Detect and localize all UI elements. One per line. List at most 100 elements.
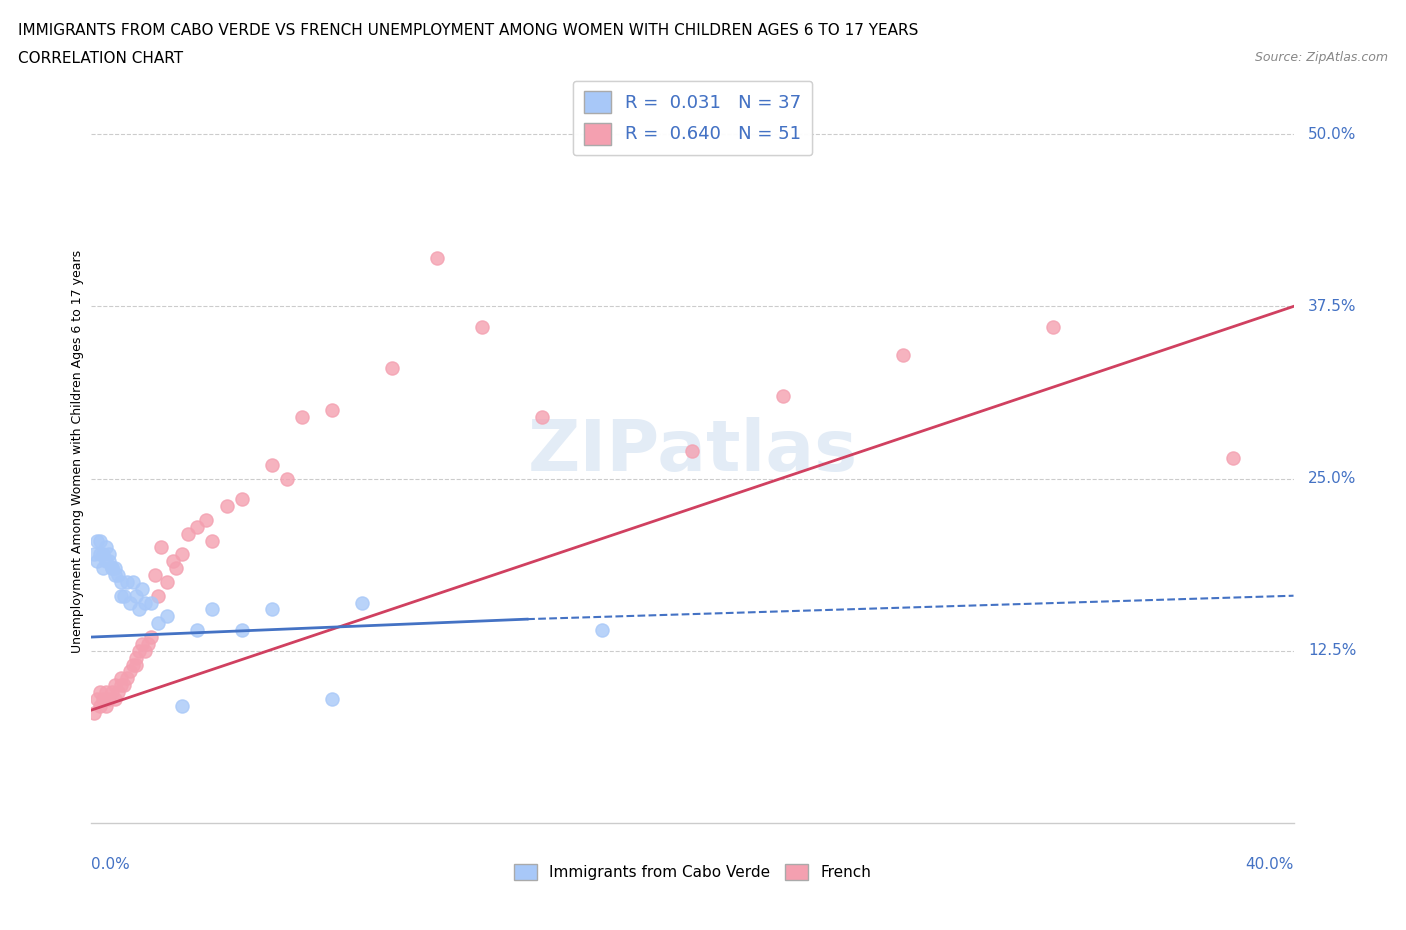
Point — [215, 498, 238, 513]
Point — [141, 595, 163, 610]
Point — [231, 623, 253, 638]
Point — [120, 664, 142, 679]
Point — [89, 533, 111, 548]
Point — [120, 595, 142, 610]
Point — [96, 540, 118, 555]
Point — [98, 554, 121, 569]
Point — [104, 561, 127, 576]
Point — [93, 547, 115, 562]
Point — [186, 519, 208, 534]
Point — [96, 684, 118, 699]
Point — [125, 589, 148, 604]
Point — [155, 575, 177, 590]
Point — [107, 684, 129, 699]
Point — [83, 547, 105, 562]
Point — [426, 251, 449, 266]
Point — [146, 589, 169, 604]
Point — [260, 458, 283, 472]
Point — [131, 581, 153, 596]
Point — [321, 403, 343, 418]
Point — [381, 361, 404, 376]
Text: 40.0%: 40.0% — [1246, 857, 1294, 871]
Point — [350, 595, 373, 610]
Point — [321, 692, 343, 707]
Point — [134, 595, 156, 610]
Point — [114, 678, 136, 693]
Point — [86, 533, 108, 548]
Point — [1222, 450, 1244, 465]
Point — [260, 602, 283, 617]
Point — [165, 561, 187, 576]
Point — [98, 692, 121, 707]
Point — [591, 623, 613, 638]
Point — [83, 705, 105, 720]
Point — [291, 409, 314, 424]
Text: 25.0%: 25.0% — [1308, 472, 1357, 486]
Point — [110, 671, 132, 685]
Point — [107, 567, 129, 582]
Point — [170, 547, 193, 562]
Point — [138, 636, 160, 651]
Point — [194, 512, 217, 527]
Point — [471, 320, 494, 335]
Legend: R =  0.031   N = 37, R =  0.640   N = 51: R = 0.031 N = 37, R = 0.640 N = 51 — [572, 81, 813, 155]
Text: CORRELATION CHART: CORRELATION CHART — [18, 51, 183, 66]
Point — [1042, 320, 1064, 335]
Point — [104, 567, 127, 582]
Point — [170, 698, 193, 713]
Point — [96, 554, 118, 569]
Point — [155, 609, 177, 624]
Point — [162, 554, 184, 569]
Point — [681, 444, 703, 458]
Point — [93, 561, 115, 576]
Text: 37.5%: 37.5% — [1308, 299, 1357, 314]
Point — [89, 547, 111, 562]
Text: ZIPatlas: ZIPatlas — [527, 417, 858, 485]
Text: 12.5%: 12.5% — [1308, 644, 1357, 658]
Text: IMMIGRANTS FROM CABO VERDE VS FRENCH UNEMPLOYMENT AMONG WOMEN WITH CHILDREN AGES: IMMIGRANTS FROM CABO VERDE VS FRENCH UNE… — [18, 23, 918, 38]
Point — [110, 678, 132, 693]
Point — [122, 658, 145, 672]
Point — [93, 692, 115, 707]
Point — [98, 547, 121, 562]
Text: Source: ZipAtlas.com: Source: ZipAtlas.com — [1254, 51, 1388, 64]
Point — [125, 658, 148, 672]
Point — [146, 616, 169, 631]
Point — [891, 347, 914, 362]
Point — [117, 575, 139, 590]
Point — [117, 671, 139, 685]
Point — [101, 561, 124, 576]
Y-axis label: Unemployment Among Women with Children Ages 6 to 17 years: Unemployment Among Women with Children A… — [72, 249, 84, 653]
Point — [531, 409, 554, 424]
Point — [104, 678, 127, 693]
Point — [101, 561, 124, 576]
Point — [772, 389, 794, 404]
Point — [134, 644, 156, 658]
Point — [110, 575, 132, 590]
Point — [141, 630, 163, 644]
Point — [176, 526, 198, 541]
Point — [125, 650, 148, 665]
Point — [110, 589, 132, 604]
Point — [128, 602, 150, 617]
Point — [89, 684, 111, 699]
Point — [186, 623, 208, 638]
Point — [96, 698, 118, 713]
Point — [86, 554, 108, 569]
Point — [128, 644, 150, 658]
Point — [231, 492, 253, 507]
Point — [114, 589, 136, 604]
Point — [86, 692, 108, 707]
Point — [201, 533, 224, 548]
Point — [131, 636, 153, 651]
Text: 50.0%: 50.0% — [1308, 126, 1357, 141]
Point — [101, 684, 124, 699]
Point — [122, 575, 145, 590]
Point — [89, 698, 111, 713]
Point — [276, 472, 298, 486]
Text: 0.0%: 0.0% — [91, 857, 131, 871]
Point — [143, 567, 166, 582]
Point — [201, 602, 224, 617]
Point — [104, 692, 127, 707]
Point — [149, 540, 172, 555]
